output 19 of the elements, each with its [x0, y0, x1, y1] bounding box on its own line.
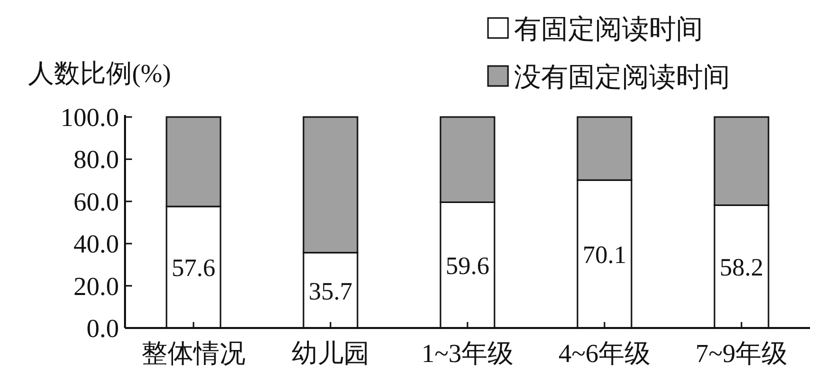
y-axis-title: 人数比例(%)	[28, 59, 171, 88]
y-tick-label: 100.0	[60, 103, 119, 132]
data-label: 35.7	[308, 278, 352, 306]
x-tick-label: 4~6年级	[558, 339, 651, 368]
data-label: 57.6	[172, 255, 216, 282]
x-tick-label: 7~9年级	[695, 339, 788, 368]
y-tick-label: 40.0	[74, 230, 119, 259]
y-tick-label: 20.0	[74, 272, 119, 301]
x-tick-label: 幼儿园	[292, 339, 370, 368]
y-tick-label: 80.0	[74, 145, 119, 174]
data-label: 58.2	[720, 254, 764, 282]
y-tick-label: 60.0	[74, 187, 119, 216]
y-tick-label: 0.0	[86, 314, 119, 343]
legend-label: 没有固定阅读时间	[514, 62, 730, 92]
data-label: 59.6	[446, 253, 490, 280]
legend-label: 有固定阅读时间	[514, 14, 703, 44]
x-tick-label: 整体情况	[142, 339, 246, 368]
x-tick-label: 1~3年级	[421, 339, 514, 368]
data-label: 70.1	[582, 242, 626, 270]
